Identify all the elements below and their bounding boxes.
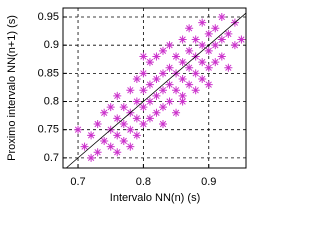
data-point: [113, 114, 122, 123]
data-point: [145, 114, 154, 123]
data-point: [217, 52, 226, 61]
data-point: [185, 63, 194, 72]
data-point: [152, 52, 161, 61]
data-point: [132, 114, 141, 123]
data-point: [113, 131, 122, 140]
data-point: [191, 35, 200, 44]
data-point: [204, 80, 213, 89]
data-point: [152, 108, 161, 117]
data-point: [87, 131, 96, 140]
data-point: [145, 58, 154, 67]
data-point: [126, 125, 135, 134]
data-point: [158, 69, 167, 78]
y-tick-label: 0.7: [44, 152, 59, 164]
data-point: [217, 35, 226, 44]
x-axis-label: Intervalo NN(n) (s): [110, 192, 200, 204]
data-point: [211, 41, 220, 50]
data-point: [132, 131, 141, 140]
data-point: [165, 41, 174, 50]
data-point: [80, 142, 89, 151]
page: {"chart_data": {"type": "scatter", "x_la…: [0, 0, 258, 209]
data-point: [74, 125, 83, 134]
data-point: [139, 52, 148, 61]
data-point: [132, 97, 141, 106]
data-point: [113, 148, 122, 157]
data-point: [237, 35, 246, 44]
data-point: [185, 80, 194, 89]
chart: Intervalo NN(n) (s) Proximo intervalo NN…: [0, 0, 258, 209]
data-point: [178, 97, 187, 106]
data-point: [165, 80, 174, 89]
data-point: [126, 86, 135, 95]
data-point: [145, 97, 154, 106]
data-point: [172, 108, 181, 117]
data-point: [139, 69, 148, 78]
identity-line: [66, 12, 247, 169]
data-point: [139, 103, 148, 112]
data-point: [100, 108, 109, 117]
data-point: [93, 148, 102, 157]
data-point: [211, 24, 220, 33]
data-point: [165, 97, 174, 106]
background: [0, 0, 258, 209]
data-point: [204, 63, 213, 72]
data-point: [198, 58, 207, 67]
y-tick-label: 0.75: [38, 124, 59, 136]
x-tick-label: 0.7: [70, 176, 85, 188]
data-point: [185, 24, 194, 33]
data-point: [172, 52, 181, 61]
data-point: [198, 74, 207, 83]
y-axis-label: Proximo intervalo NN(n+1) (s): [6, 15, 18, 161]
y-tick-label: 0.9: [44, 39, 59, 51]
data-point: [178, 35, 187, 44]
data-point: [178, 91, 187, 100]
data-point: [119, 136, 128, 145]
data-point: [230, 41, 239, 50]
data-point: [204, 46, 213, 55]
y-tick-label: 0.8: [44, 95, 59, 107]
data-point: [152, 74, 161, 83]
data-point: [152, 91, 161, 100]
data-point: [204, 29, 213, 38]
data-point: [191, 69, 200, 78]
data-point: [198, 18, 207, 27]
data-point: [165, 63, 174, 72]
data-point: [119, 103, 128, 112]
x-tick-label: 0.9: [201, 176, 216, 188]
data-point: [224, 63, 233, 72]
data-point: [185, 46, 194, 55]
data-point: [113, 91, 122, 100]
data-point: [100, 136, 109, 145]
data-point: [106, 103, 115, 112]
data-point: [126, 142, 135, 151]
data-point: [139, 120, 148, 129]
data-point: [172, 86, 181, 95]
data-point: [132, 74, 141, 83]
data-point: [178, 74, 187, 83]
data-point: [191, 86, 200, 95]
data-point: [224, 29, 233, 38]
data-point: [158, 46, 167, 55]
data-point: [139, 86, 148, 95]
data-point: [106, 142, 115, 151]
data-point: [217, 13, 226, 22]
data-point: [198, 41, 207, 50]
data-point: [211, 58, 220, 67]
y-tick-label: 0.85: [38, 67, 59, 79]
data-point: [178, 58, 187, 67]
data-point: [158, 103, 167, 112]
data-point: [119, 120, 128, 129]
y-tick-label: 0.95: [38, 11, 59, 23]
data-point: [158, 120, 167, 129]
data-point: [93, 120, 102, 129]
data-point: [158, 86, 167, 95]
data-point: [87, 153, 96, 162]
x-tick-label: 0.8: [136, 176, 151, 188]
plot-frame: [62, 7, 247, 169]
data-point: [145, 80, 154, 89]
